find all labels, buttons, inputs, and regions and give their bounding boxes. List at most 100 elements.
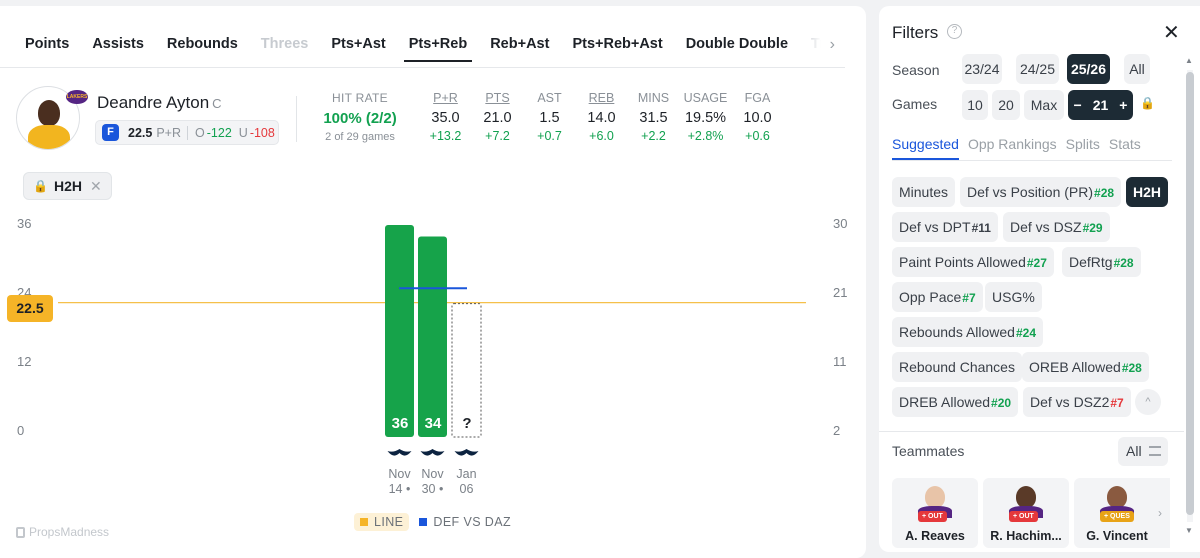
legend-item-def-vs-daz[interactable]: DEF VS DAZ [413,513,517,531]
legend-item-line[interactable]: LINE [354,513,410,531]
stat-value: 19.5% [684,110,727,126]
filter-chip-minutes[interactable]: Minutes [892,177,956,207]
filter-chip-rebounds-allowed[interactable]: Rebounds Allowed#24 [892,317,1044,347]
stat-label: REB [588,91,615,105]
filter-chip-rank: #11 [971,221,991,235]
y-tick-right: 11 [833,354,847,369]
betting-line-pill[interactable]: F 22.5 P+R O -122 U -108 [95,120,279,145]
x-date-label: Nov 14 • [383,467,417,497]
filter-chip-h2h[interactable]: H2H [1126,177,1169,207]
filter-chip-usg-[interactable]: USG% [985,282,1042,312]
season-option-23-24[interactable]: 23/24 [962,54,1002,84]
scroll-down-icon[interactable]: ▼ [1185,526,1193,535]
over-odds: -122 [206,125,232,140]
stat-value: 35.0 [431,110,460,126]
chevron-up-icon[interactable]: ^ [1135,389,1161,415]
stat-value: 21.0 [483,110,512,126]
line-value-badge: 22.5 [7,295,53,322]
season-option-all[interactable]: All [1124,54,1150,84]
filter-chip-def-vs-position-pr-[interactable]: Def vs Position (PR)#28 [960,177,1122,207]
teammates-label: Teammates [892,443,965,459]
help-icon[interactable]: ? [947,24,962,39]
filter-chip-def-vs-dpt[interactable]: Def vs DPT#11 [892,212,998,242]
player-position: C [212,96,222,111]
stat-diff: +6.0 [589,129,614,143]
stat-reb[interactable]: REB 14.0 +6.0 [576,91,627,143]
tab-points[interactable]: Points [25,36,70,52]
y-tick-left: 0 [17,423,25,438]
filter-chip-rank: #20 [991,396,1012,410]
x-date-line: Nov [421,467,444,481]
avatar-jersey [28,125,70,149]
stat-diff: +0.6 [745,129,770,143]
filter-chip-def-vs-dsz[interactable]: Def vs DSZ#29 [1003,212,1110,242]
filter-chip-paint-points-allowed[interactable]: Paint Points Allowed#27 [892,247,1054,277]
over-label: O [195,125,205,140]
stat-diff: +7.2 [485,129,510,143]
filter-chip-def-vs-dsz2[interactable]: Def vs DSZ2#7 [1023,387,1131,417]
bar-upcoming-jan-06[interactable] [451,303,482,438]
season-option-24-25[interactable]: 24/25 [1016,54,1059,84]
filter-chip-opp-pace[interactable]: Opp Pace#7 [892,282,983,312]
tab-pts-ast[interactable]: Pts+Ast [331,36,386,52]
x-date-line: Nov [388,467,411,481]
subtab-stats[interactable]: Stats [1108,136,1141,152]
season-option-25-26[interactable]: 25/26 [1067,54,1110,84]
player-name[interactable]: Deandre Ayton C [97,93,222,113]
subtab-suggested[interactable]: Suggested [892,136,959,160]
pelicans-logo-icon [420,449,445,456]
stat-tabs: Points Assists Rebounds Threes Pts+Ast Pts+Re… [0,36,845,68]
hit-rate-value: 100% (2/2) [323,110,397,127]
h2h-filter-chip[interactable]: 🔒 H2H ✕ [23,172,112,200]
plus-icon[interactable]: + [1119,97,1128,113]
tab-rebounds[interactable]: Rebounds [166,36,238,52]
bar-nov-30[interactable] [418,236,447,438]
games-option-max[interactable]: Max [1024,90,1064,120]
teammate-avatar [1107,486,1127,508]
filter-chip-dreb-allowed[interactable]: DREB Allowed#20 [892,387,1019,417]
filter-chip-label: Rebounds Allowed [899,324,1015,340]
stat-label: AST [537,91,562,105]
tab-assists[interactable]: Assists [92,36,144,52]
teammate-card[interactable]: + OUT A. Reaves [892,478,978,548]
scrollbar-thumb[interactable] [1186,72,1194,515]
tab-pts-reb-ast[interactable]: Pts+Reb+Ast [572,36,663,52]
subtab-opp-rankings[interactable]: Opp Rankings [967,136,1057,152]
stat-pts[interactable]: PTS 21.0 +7.2 [472,91,523,143]
teammate-card[interactable]: + OUT R. Hachim... [983,478,1069,548]
tab-pts-reb[interactable]: Pts+Reb [403,36,473,62]
stat-summary: P+R 35.0 +13.2 PTS 21.0 +7.2 AST 1.5 +0.7 REB 14.0… [420,91,784,143]
filter-chip-rebound-chances[interactable]: Rebound Chances [892,352,1022,382]
h2h-chip-label: H2H [53,178,82,194]
bar-value-label: ? [462,415,472,432]
scroll-up-icon[interactable]: ▲ [1185,56,1193,65]
filter-chip-rank: #29 [1082,221,1103,235]
stat-diff: +2.8% [687,129,724,143]
close-icon[interactable]: ✕ [1163,22,1180,44]
stat-mins: MINS 31.5 +2.2 [628,91,679,143]
teammate-card[interactable]: + QUES G. Vincent [1074,478,1160,548]
games-option-10[interactable]: 10 [962,90,988,120]
scrollbar[interactable]: ▲ ▼ [1185,56,1195,536]
filter-subtabs: Suggested Opp Rankings Splits Stats [892,136,1150,160]
stat-diff: +0.7 [537,129,562,143]
legend-swatch [360,518,368,526]
tab-double-double[interactable]: Double Double [685,36,789,52]
filter-chip-rank: #28 [1113,256,1134,270]
stat-diff: +2.2 [641,129,666,143]
filter-chip-label: Rebound Chances [899,359,1015,375]
chevron-right-icon[interactable]: › [805,36,845,67]
minus-icon[interactable]: − [1073,97,1082,113]
teammates-filter-dropdown[interactable]: All [1118,437,1168,466]
stat-p-r[interactable]: P+R 35.0 +13.2 [420,91,471,143]
subtab-splits[interactable]: Splits [1065,136,1100,152]
tab-reb-ast[interactable]: Reb+Ast [490,36,550,52]
lock-icon[interactable]: 🔒 [1140,96,1155,110]
filter-chip-defrtg[interactable]: DefRtg#28 [1062,247,1141,277]
close-icon[interactable]: ✕ [89,177,102,194]
stat-label: P+R [433,91,458,105]
games-option-20[interactable]: 20 [992,90,1020,120]
filter-chip-oreb-allowed[interactable]: OREB Allowed#28 [1022,352,1149,382]
chevron-right-icon[interactable]: › [1150,478,1170,548]
bar-nov-14[interactable] [385,225,414,437]
